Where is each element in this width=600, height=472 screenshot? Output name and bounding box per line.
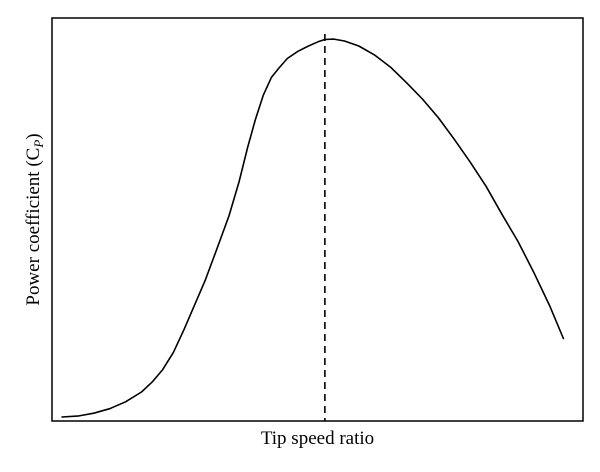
- y-axis-title-subscript: P: [31, 140, 46, 149]
- y-axis-title-text: Power coefficient (: [23, 160, 44, 305]
- y-axis-title-symbol: C: [23, 148, 44, 161]
- plot-area: [61, 34, 565, 421]
- x-axis-title: Tip speed ratio: [261, 428, 374, 449]
- plot-frame: [51, 17, 584, 422]
- power-coefficient-curve-0: [61, 38, 565, 418]
- y-axis-title-suffix: ): [23, 133, 44, 139]
- y-axis-title: Power coefficient (CP): [23, 133, 46, 305]
